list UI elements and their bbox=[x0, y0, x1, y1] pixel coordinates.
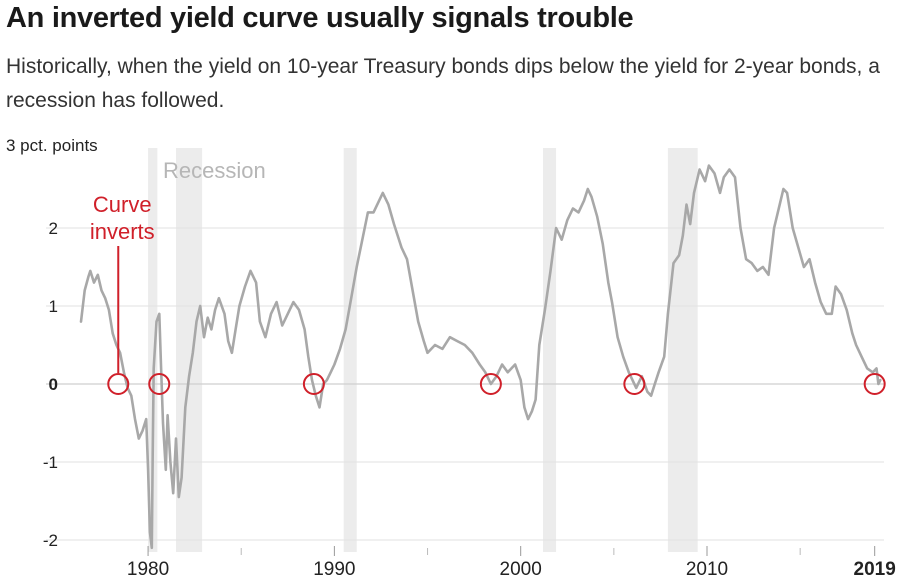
y-tick-labels: -2 -1 0 1 2 bbox=[43, 219, 58, 550]
chart-subtitle: Historically, when the yield on 10-year … bbox=[6, 55, 880, 112]
recession-label: Recession bbox=[163, 158, 266, 183]
inversion-marker-4 bbox=[479, 373, 502, 395]
recession-band-1 bbox=[148, 148, 158, 552]
inversion-marker-2 bbox=[148, 373, 171, 395]
chart-title: An inverted yield curve usually signals … bbox=[6, 2, 634, 34]
inversion-marker-6 bbox=[863, 373, 886, 395]
annotation-text-line-1: Curve bbox=[93, 192, 152, 217]
recession-band-4 bbox=[543, 148, 557, 552]
inversion-marker-3 bbox=[302, 373, 325, 395]
y-tick-label--1: -1 bbox=[43, 453, 58, 472]
inversion-marker-1 bbox=[107, 373, 130, 395]
annotation-text-line-2: inverts bbox=[90, 219, 155, 244]
y-tick-label-1: 1 bbox=[49, 297, 58, 316]
y-unit-label: 3 pct. points bbox=[6, 136, 98, 155]
y-tick-label-0: 0 bbox=[49, 375, 58, 394]
yield-spread-series bbox=[79, 164, 882, 550]
series-line-1 bbox=[79, 164, 882, 550]
x-tick-label-2000: 2000 bbox=[500, 559, 542, 579]
x-tick-label-1980: 1980 bbox=[127, 559, 169, 579]
recession-bands bbox=[148, 148, 698, 552]
gridlines bbox=[46, 227, 884, 541]
x-axis: 1980 1990 2000 2010 2019 bbox=[127, 546, 896, 579]
y-tick-label-2: 2 bbox=[49, 219, 58, 238]
x-tick-label-2010: 2010 bbox=[686, 559, 728, 579]
y-tick-label--2: -2 bbox=[43, 531, 58, 550]
x-tick-label-1990: 1990 bbox=[313, 559, 355, 579]
recession-band-3 bbox=[343, 148, 357, 552]
recession-band-5 bbox=[667, 148, 698, 552]
inversion-marker-5 bbox=[623, 373, 646, 395]
x-tick-label-2019: 2019 bbox=[854, 559, 896, 579]
